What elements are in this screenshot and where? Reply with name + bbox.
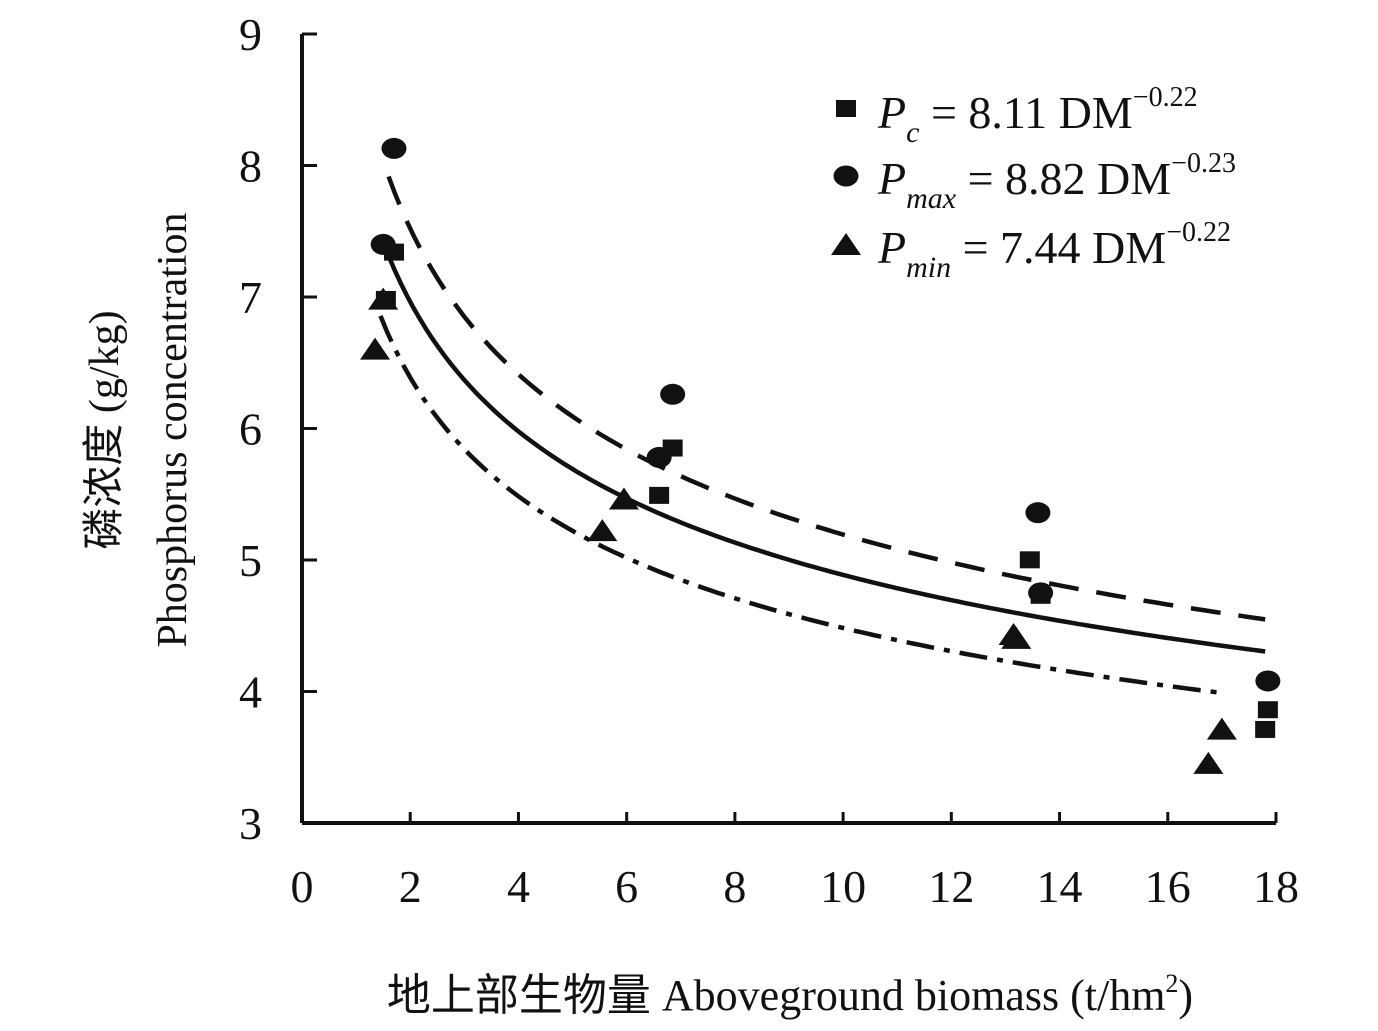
x-tick-label: 8 bbox=[723, 861, 746, 912]
fit-curve-pmax bbox=[386, 175, 1266, 622]
data-point-pc bbox=[1255, 720, 1276, 738]
fit-curve-pc bbox=[386, 254, 1266, 654]
fit-curves bbox=[378, 175, 1266, 696]
y-tick-label: 5 bbox=[239, 535, 262, 586]
data-points bbox=[360, 137, 1281, 774]
legend-label-pc: Pc = 8.11 DM−0.22 bbox=[877, 82, 1198, 149]
data-point-pmax bbox=[1255, 670, 1281, 692]
legend-marker-pmax bbox=[833, 165, 859, 187]
x-axis-label-end: ) bbox=[1178, 971, 1193, 1020]
legend-label-pmin: Pmin = 7.44 DM−0.22 bbox=[877, 217, 1231, 284]
x-tick-label: 12 bbox=[928, 861, 974, 912]
data-point-pc bbox=[1257, 701, 1278, 719]
y-axis-label-english: Phosphorus concentration bbox=[150, 212, 196, 647]
fit-curve-pmin bbox=[378, 315, 1223, 696]
axes: 0 2 4 6 8 10 12 14 16 18 3 4 5 6 7 8 9 bbox=[239, 9, 1299, 912]
x-tick-label: 10 bbox=[820, 861, 866, 912]
x-axis-label-superscript: 2 bbox=[1165, 969, 1178, 998]
x-axis-label: 地上部生物量 Aboveground biomass (t/hm2) bbox=[387, 969, 1193, 1020]
y-axis-label-chinese: 磷浓度 (g/kg) bbox=[82, 310, 128, 549]
y-tick-label: 8 bbox=[239, 141, 262, 192]
data-point-pmax bbox=[660, 383, 686, 405]
data-point-pmin bbox=[587, 519, 618, 542]
data-point-pc bbox=[649, 486, 670, 504]
x-tick-label: 4 bbox=[507, 861, 530, 912]
data-point-pmax bbox=[1028, 582, 1054, 604]
data-point-pmin bbox=[1001, 626, 1032, 649]
data-point-pmax bbox=[370, 233, 396, 255]
legend-label-pmax: Pmax = 8.82 DM−0.23 bbox=[877, 148, 1236, 215]
y-tick-label: 3 bbox=[239, 798, 262, 849]
y-tick-label: 6 bbox=[239, 404, 262, 455]
data-point-pmin bbox=[608, 487, 639, 510]
data-point-pmax bbox=[1025, 502, 1051, 524]
x-tick-label: 6 bbox=[615, 861, 638, 912]
data-point-pmin bbox=[1193, 751, 1224, 774]
x-axis-label-main: 地上部生物量 Aboveground biomass (t/hm bbox=[387, 971, 1166, 1020]
x-tick-label: 0 bbox=[291, 861, 314, 912]
y-tick-label: 9 bbox=[239, 9, 262, 60]
x-tick-label: 14 bbox=[1037, 861, 1083, 912]
data-point-pmin bbox=[1206, 717, 1237, 740]
x-tick-label: 2 bbox=[399, 861, 422, 912]
data-point-pmax bbox=[646, 446, 672, 468]
data-point-pc bbox=[1019, 551, 1040, 569]
y-tick-label: 7 bbox=[239, 272, 262, 323]
data-point-pmin bbox=[360, 337, 391, 360]
x-tick-label: 18 bbox=[1253, 861, 1299, 912]
x-tick-label: 16 bbox=[1145, 861, 1191, 912]
legend-marker-pc bbox=[836, 100, 856, 117]
legend-marker-pmin bbox=[831, 233, 861, 255]
data-point-pmax bbox=[381, 137, 407, 159]
y-tick-label: 4 bbox=[239, 667, 262, 718]
data-point-pmin bbox=[368, 287, 399, 310]
